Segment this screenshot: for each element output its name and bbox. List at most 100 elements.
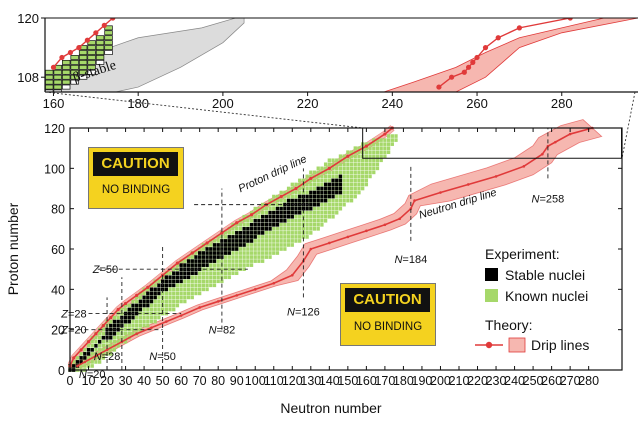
known-nucleus-cell: [138, 319, 143, 324]
known-nucleus-cell: [231, 255, 235, 259]
stable-nucleus-cell: [149, 291, 154, 296]
known-nucleus-cell: [227, 271, 231, 276]
stable-nucleus-cell: [205, 251, 209, 255]
known-nucleus-cell: [346, 150, 350, 155]
stable-nucleus-cell: [327, 190, 331, 195]
known-nucleus-cell: [235, 271, 239, 276]
known-nucleus-cell: [268, 235, 272, 239]
known-nucleus-cell: [364, 150, 369, 155]
known-nucleus-cell: [323, 214, 328, 219]
inset-known-cell: [95, 59, 105, 65]
stable-nucleus-cell: [242, 227, 246, 231]
stable-nucleus-cell: [127, 307, 131, 312]
known-nucleus-cell: [357, 162, 361, 167]
known-nucleus-cell: [342, 202, 346, 207]
known-nucleus-cell: [209, 279, 213, 284]
neutron-drip-point: [216, 300, 220, 303]
known-nucleus-cell: [264, 255, 269, 259]
known-nucleus-cell: [116, 331, 120, 336]
stable-nucleus-cell: [172, 275, 176, 280]
stable-nucleus-cell: [190, 263, 194, 267]
known-nucleus-cell: [298, 214, 302, 219]
known-nucleus-cell: [157, 299, 161, 304]
stable-nucleus-cell: [186, 267, 191, 271]
stable-nucleus-cell: [153, 291, 157, 296]
known-nucleus-cell: [249, 243, 254, 247]
known-nucleus-cell: [294, 227, 298, 231]
known-nucleus-cell: [286, 218, 291, 223]
known-nucleus-cell: [283, 231, 287, 235]
known-nucleus-cell: [327, 214, 331, 219]
known-nucleus-cell: [272, 251, 276, 255]
stable-nucleus-cell: [235, 239, 239, 243]
inset-known-cell: [61, 79, 71, 85]
known-nucleus-cell: [353, 154, 357, 159]
known-nucleus-cell: [316, 206, 320, 211]
known-nucleus-cell: [312, 222, 317, 227]
known-nucleus-cell: [83, 348, 87, 352]
known-nucleus-cell: [368, 154, 372, 159]
known-nucleus-cell: [260, 206, 265, 211]
neutron-drip-point: [409, 207, 413, 210]
magic-value: =20: [68, 325, 87, 337]
inset-known-cell: [78, 69, 88, 75]
known-nucleus-cell: [116, 335, 120, 340]
neutron-drip-point: [328, 241, 331, 245]
known-nucleus-cell: [212, 275, 217, 280]
known-nucleus-cell: [94, 352, 98, 356]
known-nucleus-cell: [264, 210, 269, 215]
known-nucleus-cell: [279, 231, 283, 235]
known-nucleus-cell: [186, 283, 191, 288]
stable-nucleus-cell: [164, 283, 168, 288]
inset-known-cell: [61, 84, 71, 90]
known-nucleus-cell: [227, 267, 231, 271]
stable-nucleus-cell: [175, 271, 180, 276]
known-nucleus-cell: [75, 356, 80, 360]
known-nucleus-cell: [323, 178, 328, 183]
known-nucleus-cell: [212, 283, 217, 288]
known-nucleus-cell: [342, 170, 346, 175]
known-nucleus-cell: [201, 279, 206, 284]
stable-nucleus-cell: [216, 243, 220, 247]
stable-nucleus-cell: [312, 198, 317, 203]
inset-known-cell: [61, 69, 71, 75]
known-nucleus-cell: [327, 210, 331, 215]
known-nucleus-cell: [109, 319, 113, 324]
inset-known-cell: [87, 59, 96, 65]
known-nucleus-cell: [138, 295, 143, 300]
inset-proton-drip-line-point: [101, 22, 107, 28]
known-nucleus-cell: [338, 170, 343, 175]
known-nucleus-cell: [309, 186, 313, 191]
known-nucleus-cell: [375, 162, 380, 167]
known-nucleus-cell: [368, 174, 372, 179]
known-nucleus-cell: [257, 214, 261, 219]
inset-known-cell: [78, 64, 88, 70]
stable-nucleus-cell: [227, 239, 231, 243]
stable-nucleus-cell: [238, 231, 243, 235]
known-nucleus-cell: [183, 287, 187, 292]
stable-nucleus-cell: [268, 210, 272, 215]
known-nucleus-cell: [212, 279, 217, 284]
known-nucleus-cell: [253, 247, 257, 251]
stable-nucleus-cell: [257, 218, 261, 223]
stable-nucleus-cell: [79, 356, 83, 360]
known-nucleus-cell: [338, 198, 343, 203]
known-nucleus-cell: [335, 210, 339, 215]
known-nucleus-cell: [86, 356, 91, 360]
known-nucleus-cell: [183, 279, 187, 284]
x-tick-label: 30: [119, 374, 133, 388]
known-nucleus-cell: [149, 307, 154, 312]
known-nucleus-cell: [349, 162, 354, 167]
inset-proton-drip-line-point: [110, 18, 116, 21]
known-nucleus-cell: [368, 150, 372, 155]
stable-nucleus-cell: [260, 227, 265, 231]
known-nucleus-cell: [305, 190, 309, 195]
inset-x-tick-label: 160: [43, 96, 65, 111]
known-nucleus-cell: [286, 239, 291, 243]
known-nucleus-cell: [149, 311, 154, 316]
known-nucleus-cell: [175, 295, 180, 300]
magic-symbol: N: [287, 307, 295, 319]
stable-nucleus-cell: [301, 206, 306, 211]
known-nucleus-cell: [157, 295, 161, 300]
known-nucleus-cell: [372, 146, 376, 150]
